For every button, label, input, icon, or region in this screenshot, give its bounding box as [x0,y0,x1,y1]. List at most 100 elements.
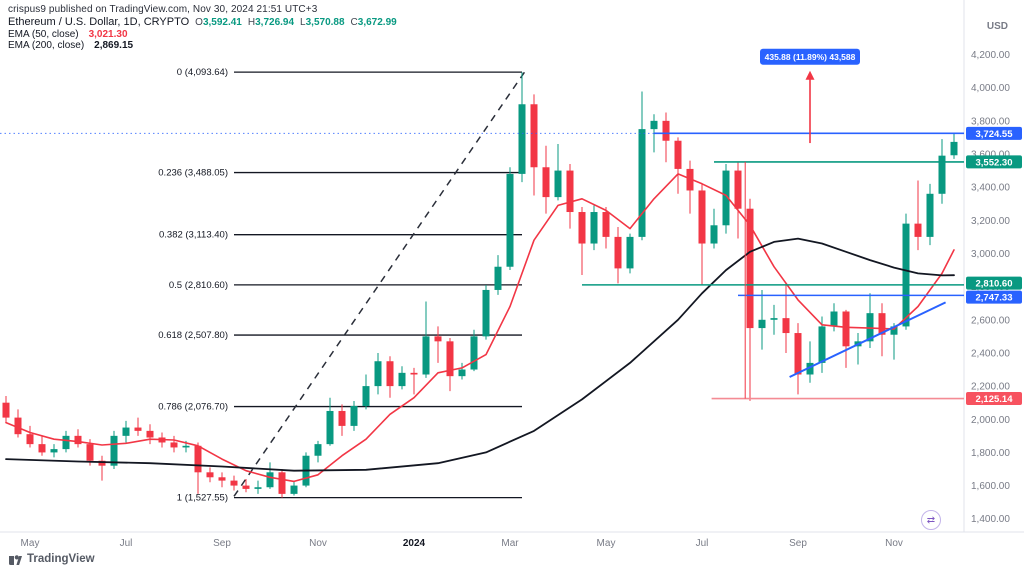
candle-body [926,193,934,237]
x-tick-label: Jul [696,538,709,549]
candle-body [38,444,46,453]
candle-body [218,477,226,481]
y-tick-label: 4,200.00 [971,50,1010,61]
currency-label: USD [986,21,1008,32]
close-label: C [350,17,358,28]
candle-body [386,361,394,387]
candle-body [782,318,790,334]
tradingview-wordmark[interactable]: TradingView [27,553,95,565]
x-tick-label: May [21,538,40,549]
candle-body [710,225,718,244]
price-axis[interactable]: 4,200.00 4,000.00 3,800.00 3,600.00 3,400.00… [963,0,1010,532]
candle-body [14,417,22,435]
x-tick-label: Sep [789,538,807,549]
candle-body [170,442,178,448]
candle-body [398,372,406,387]
candle-body [98,460,106,466]
fib-level-label: 0.236 (3,488.05) [158,168,228,179]
candle-body [458,369,466,377]
candle-body [410,372,418,375]
x-tick-label: Nov [885,538,903,549]
candle-body [890,326,898,335]
candle-body [62,435,70,450]
candle-body [578,212,586,244]
symbol-title[interactable]: Ethereum / U.S. Dollar, 1D, CRYPTO [8,16,190,28]
candle-body [530,104,538,168]
low-label: L [300,17,306,28]
fib-level-label: 0.786 (2,076.70) [158,402,228,413]
fib-level-label: 0.382 (3,113.40) [159,230,228,241]
candle-body [878,313,886,335]
candle-body [206,472,214,478]
measure-arrow-annotation[interactable]: 435.88 (11.89%) 43,588 [760,48,860,144]
candle-body [134,427,142,431]
candle-body [362,386,370,406]
x-tick-label: May [597,538,616,549]
y-tick-label: 3,800.00 [971,116,1010,127]
fib-level-label: 0 (4,093.64) [177,67,228,78]
ascending-support-line[interactable] [789,301,947,378]
candle-body [326,410,334,445]
candle-body [842,311,850,347]
measure-label-badge[interactable] [760,48,860,65]
y-tick-label: 1,400.00 [971,514,1010,525]
candle-body [830,311,838,327]
high-label: H [247,17,256,28]
candle-body [146,430,154,438]
ema200-legend[interactable]: EMA (200, close) [8,40,85,51]
tradingview-logo-icon [9,555,22,565]
candle-body [350,406,358,426]
candle-body [818,326,826,363]
candle-body [422,336,430,375]
fib-retracement[interactable]: 0 (4,093.64) 0.236 (3,488.05) 0.382 (3,113… [158,67,522,504]
price-badge-text: 2,125.14 [976,394,1014,405]
candle-body [806,362,814,375]
candle-body [590,212,598,244]
candlestick-series[interactable] [2,72,958,498]
price-badge [966,155,1022,169]
ema50-value: 3,021.30 [88,28,128,40]
scroll-to-recent-button[interactable]: ⇄ [921,510,941,530]
y-tick-label: 3,600.00 [971,150,1010,161]
candle-body [86,444,94,461]
candle-body [374,361,382,387]
price-badge-text: 3,724.55 [976,129,1014,140]
ema50-legend[interactable]: EMA (50, close) [8,28,79,40]
time-axis[interactable]: May Jul Sep Nov 2024 Mar May Jul Sep Nov [0,531,1024,549]
x-tick-label: Jul [120,538,133,549]
candle-body [470,336,478,370]
x-tick-label: Mar [501,538,519,549]
candle-body [542,167,550,198]
candle-body [50,449,58,453]
y-tick-label: 2,200.00 [971,382,1010,393]
candle-body [74,435,82,445]
ema200-value: 2,869.15 [94,40,134,51]
price-badge-text: 2,810.60 [976,279,1013,290]
y-tick-label: 1,600.00 [971,481,1010,492]
candle-body [518,104,526,174]
y-tick-label: 2,600.00 [971,315,1010,326]
candle-body [506,173,514,267]
candle-body [494,266,502,290]
x-tick-label: 2024 [403,538,426,549]
candle-body [554,170,562,198]
chart-legend: Ethereum / U.S. Dollar, 1D, CRYPTO O3,59… [8,16,397,52]
price-badge [966,126,1022,140]
candle-body [602,212,610,237]
y-tick-label: 4,000.00 [971,83,1010,94]
ohlc-values: O3,592.41 H3,726.94 L3,570.88 C3,672.99 [189,17,397,29]
fib-level-label: 1 (1,527.55) [177,493,228,504]
open-label: O [195,17,203,28]
candle-body [674,140,682,169]
candle-body [734,170,742,209]
candle-body [650,120,658,130]
candle-body [182,445,190,448]
y-tick-label: 3,200.00 [971,216,1010,227]
candle-body [722,170,730,226]
candle-body [26,434,34,445]
candle-body [242,485,250,489]
fib-level-label: 0.618 (2,507.80) [158,330,228,341]
candle-body [230,480,238,486]
price-badge-text: 2,747.33 [976,293,1013,304]
